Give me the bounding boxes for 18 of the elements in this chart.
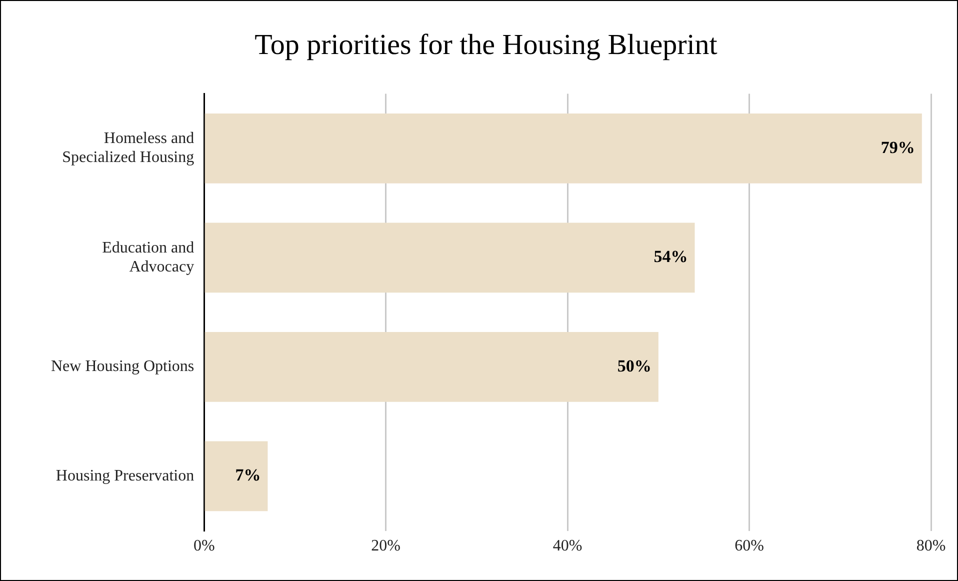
x-tick-label: 80% <box>916 538 946 555</box>
x-tick-label: 20% <box>371 538 400 555</box>
x-tick-label: 0% <box>193 538 215 555</box>
bar <box>204 113 922 184</box>
data-label: 50% <box>617 356 652 376</box>
chart-title: Top priorities for the Housing Blueprint <box>254 29 718 62</box>
y-tick-label: New Housing Options <box>51 358 194 376</box>
y-tick-label: Education and Advocacy <box>102 239 194 276</box>
bar <box>204 332 658 402</box>
bar <box>204 441 268 512</box>
data-label: 7% <box>235 466 261 485</box>
y-tick-label: Homeless and Specialized Housing <box>62 130 194 166</box>
y-tick-label: Housing Preservation <box>56 467 194 484</box>
data-label: 54% <box>654 247 688 266</box>
data-label: 79% <box>880 138 915 157</box>
x-tick-label: 60% <box>734 538 764 555</box>
x-tick-label: 40% <box>552 538 582 555</box>
bar <box>204 222 695 293</box>
